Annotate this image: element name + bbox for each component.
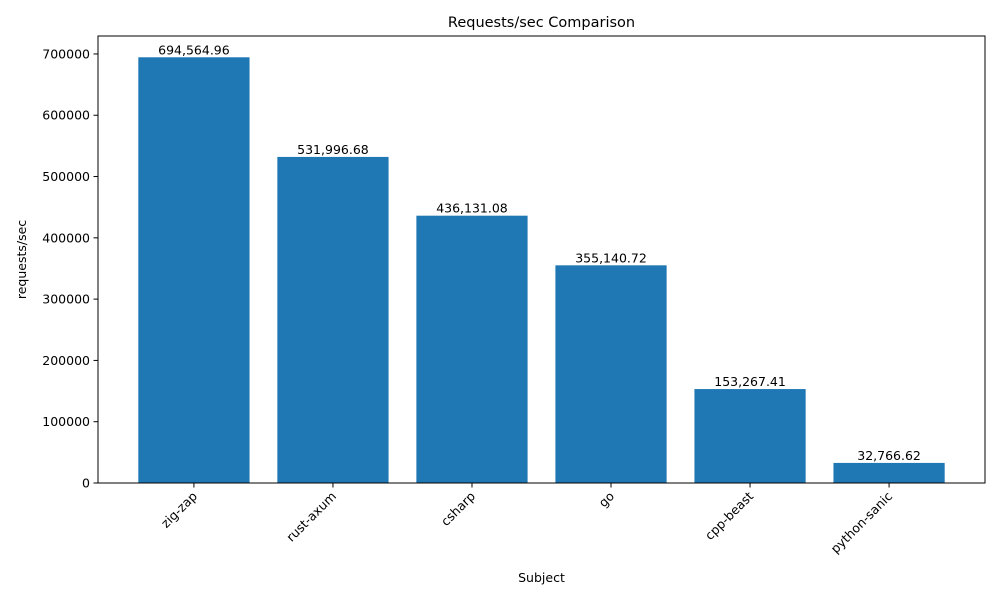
x-ticks-group: zig-zap rust-axum csharp go cpp-beast python-… <box>158 483 895 556</box>
x-tick-label: python-sanic <box>828 488 896 556</box>
bar-rust-axum <box>277 156 389 484</box>
x-tick-label: cpp-beast <box>702 488 756 542</box>
data-label: 355,140.72 <box>575 250 647 265</box>
bar-go <box>555 265 667 483</box>
bar-python-sanic <box>833 462 945 483</box>
y-tick-label: 700000 <box>42 46 90 61</box>
x-tick-label: csharp <box>438 488 478 528</box>
data-label: 436,131.08 <box>436 201 508 216</box>
y-ticks-group: 0 100000 200000 300000 400000 500000 600000 700… <box>42 46 98 491</box>
y-tick-label: 0 <box>82 476 90 491</box>
data-label: 694,564.96 <box>158 42 230 57</box>
data-label: 32,766.62 <box>857 448 921 463</box>
y-tick-label: 600000 <box>42 108 90 123</box>
x-axis-label: Subject <box>518 570 565 585</box>
y-tick-label: 500000 <box>42 169 90 184</box>
bars-group: 694,564.96 531,996.68 436,131.08 355,140.72… <box>138 42 945 484</box>
y-axis-label: requests/sec <box>14 220 29 299</box>
x-tick-label: go <box>596 489 618 511</box>
data-label: 531,996.68 <box>297 142 369 157</box>
x-tick-label: rust-axum <box>283 489 339 545</box>
data-label: 153,267.41 <box>714 374 786 389</box>
bar-csharp <box>416 215 528 484</box>
y-tick-label: 400000 <box>42 230 90 245</box>
bar-zig-zap <box>138 57 250 484</box>
bar-cpp-beast <box>694 389 806 483</box>
y-tick-label: 300000 <box>42 292 90 307</box>
y-tick-label: 200000 <box>42 353 90 368</box>
plot-frame <box>97 35 986 484</box>
x-tick-label: zig-zap <box>158 488 200 530</box>
chart-title: Requests/sec Comparison <box>448 15 635 31</box>
y-tick-label: 100000 <box>42 414 90 429</box>
